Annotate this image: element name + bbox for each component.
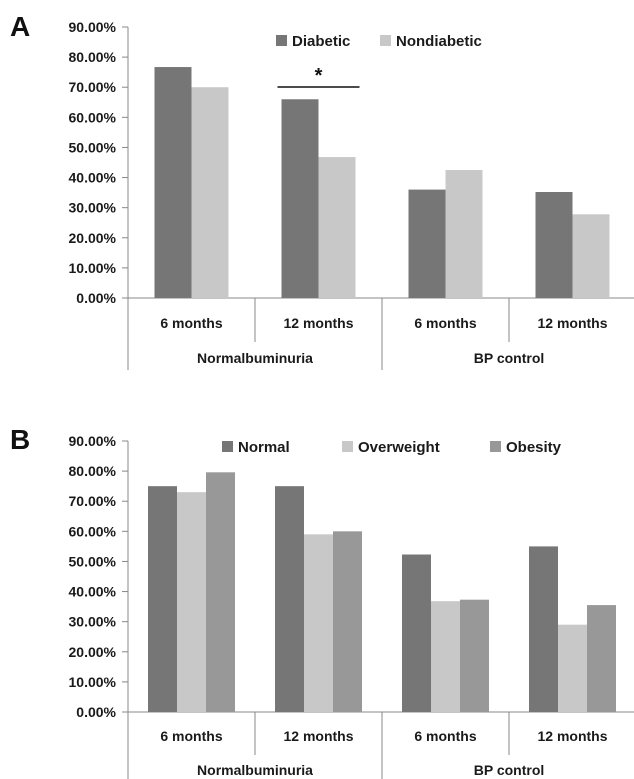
bar-overweight-1 [177,492,206,712]
bar-overweight-2 [304,534,333,712]
x-category-label: 12 months [537,728,607,744]
legend-entry: Diabetic [292,33,350,50]
legend-entry: Overweight [358,439,440,456]
x-category-label: 6 months [414,315,476,331]
y-tick-label: 70.00% [69,493,117,509]
bar-overweight-3 [431,601,460,712]
x-category-label: 6 months [414,728,476,744]
y-tick-label: 60.00% [69,109,117,125]
panel-label: B [10,424,30,455]
y-tick-label: 50.00% [69,553,117,569]
panel-label: A [10,11,30,42]
significance-marker: * [315,65,323,87]
bar-obesity-1 [206,472,235,712]
x-category-label: 6 months [160,728,222,744]
y-tick-label: 50.00% [69,139,117,155]
y-tick-label: 20.00% [69,230,117,246]
bar-nondiabetic-3 [445,170,483,298]
bar-diabetic-4 [535,192,573,298]
y-tick-label: 90.00% [69,433,117,449]
y-tick-label: 20.00% [69,644,117,660]
y-tick-label: 60.00% [69,523,117,539]
bar-nondiabetic-1 [191,87,229,298]
bar-diabetic-3 [408,189,446,298]
x-category-label: 12 months [283,728,353,744]
x-group-label: BP control [474,762,545,778]
y-tick-label: 10.00% [69,674,117,690]
x-category-label: 12 months [283,315,353,331]
y-tick-label: 0.00% [76,290,116,306]
legend-swatch [342,441,353,452]
y-tick-label: 40.00% [69,170,117,186]
chart-panel-a: A 0.00% 10.00% 20.00% 30.00% 40.00% 50.00% 60.0… [10,11,634,370]
y-tick-label: 30.00% [69,200,117,216]
y-tick-label: 40.00% [69,584,117,600]
legend-entry: Nondiabetic [396,33,482,50]
bar-nondiabetic-2 [318,157,356,298]
x-category-label: 12 months [537,315,607,331]
bar-diabetic-1 [154,67,192,298]
legend-swatch [490,441,501,452]
bar-nondiabetic-4 [572,214,610,298]
x-group-label: BP control [474,350,545,366]
legend-swatch [276,35,287,46]
y-tick-label: 80.00% [69,463,117,479]
bar-diabetic-2 [281,99,319,299]
y-tick-label: 80.00% [69,49,117,65]
bar-normal-1 [148,486,177,712]
y-tick-label: 70.00% [69,79,117,95]
bar-normal-3 [402,554,431,712]
bar-obesity-4 [587,605,616,712]
bar-overweight-4 [558,624,587,712]
legend-entry: Normal [238,439,290,456]
legend-swatch [222,441,233,452]
x-group-label: Normalbuminuria [197,350,313,366]
bar-normal-2 [275,486,304,712]
y-tick-label: 10.00% [69,260,117,276]
chart-panel-b: B 0.00% 10.00% 20.00% 30.00% 40.00% 50.00% 60.0… [10,424,634,779]
y-tick-label: 0.00% [76,704,116,720]
legend-entry: Obesity [506,439,562,456]
x-group-label: Normalbuminuria [197,762,313,778]
legend-swatch [380,35,391,46]
x-category-label: 6 months [160,315,222,331]
bar-obesity-3 [460,599,489,712]
y-tick-label: 30.00% [69,614,117,630]
bar-obesity-2 [333,531,362,712]
y-tick-label: 90.00% [69,19,117,35]
bar-normal-4 [529,546,558,712]
